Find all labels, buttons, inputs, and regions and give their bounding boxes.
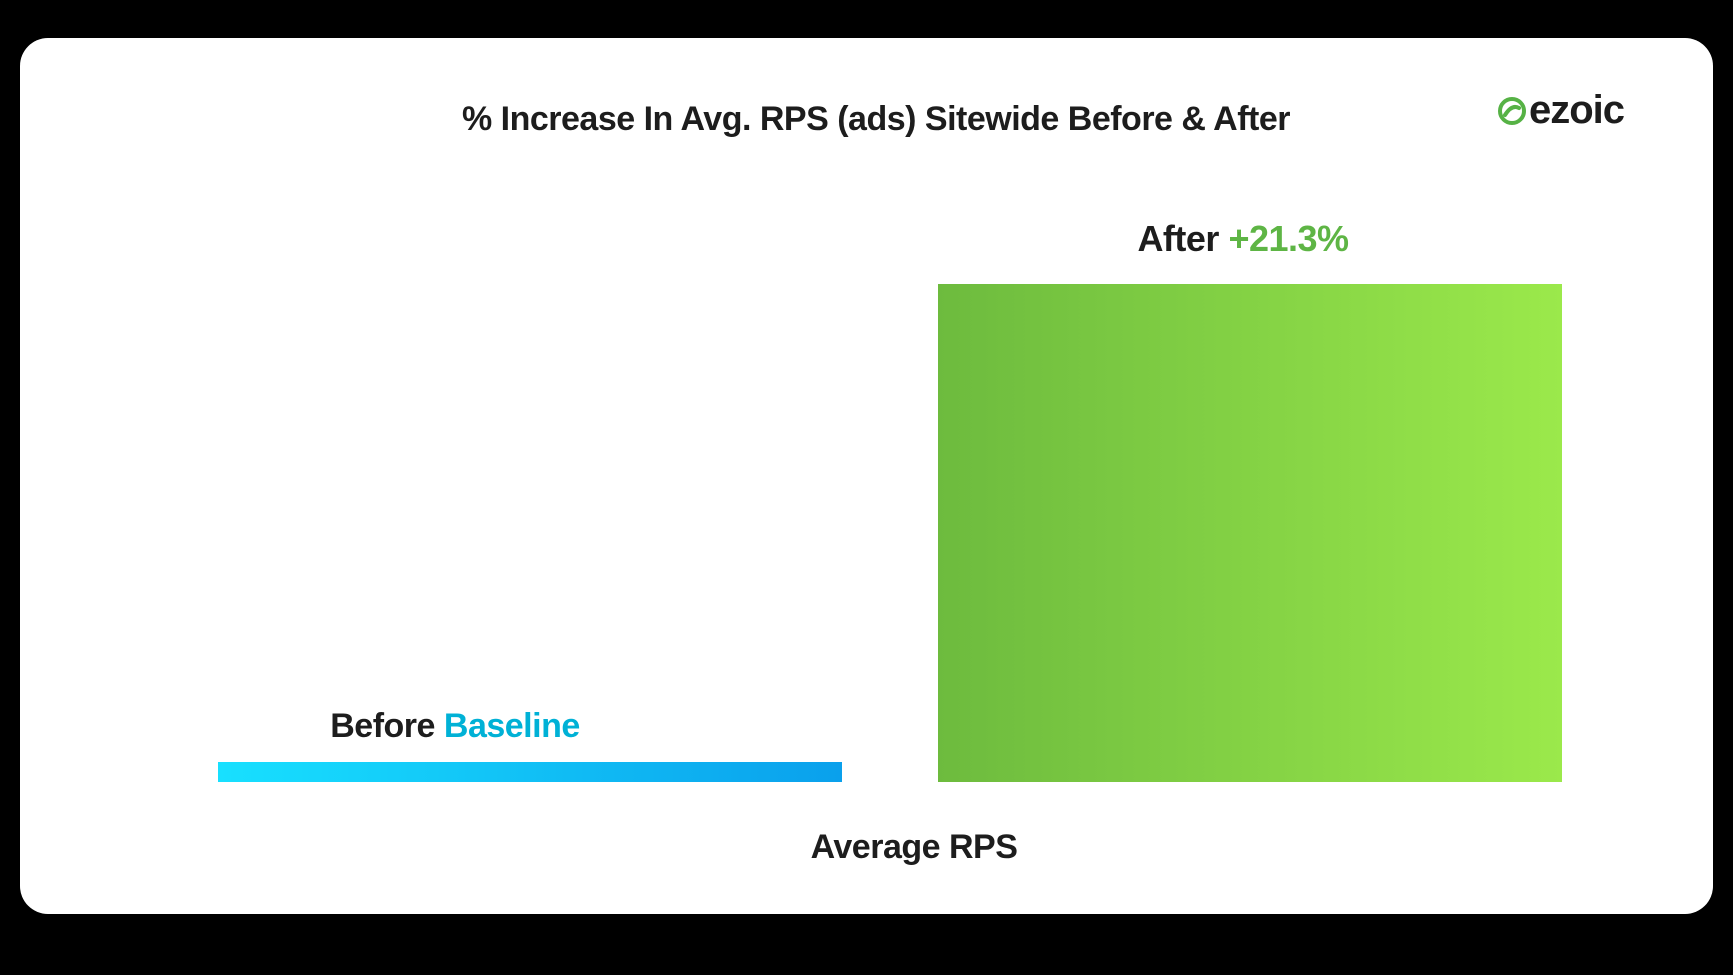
x-axis-label: Average RPS	[811, 828, 1018, 867]
bar-before-prefix: Before	[330, 707, 444, 745]
bar-after-value: +21.3%	[1228, 218, 1348, 259]
stage: % Increase In Avg. RPS (ads) Sitewide Be…	[0, 0, 1733, 975]
chart-title: % Increase In Avg. RPS (ads) Sitewide Be…	[462, 100, 1290, 139]
bar-before-label: Before Baseline	[330, 707, 580, 746]
logo-icon	[1497, 96, 1527, 126]
bar-before-value: Baseline	[444, 707, 580, 745]
brand-logo: ezoic	[1497, 88, 1624, 133]
bar-after-label: After +21.3%	[1137, 218, 1348, 260]
bar-after-prefix: After	[1137, 218, 1228, 259]
bar-before	[218, 762, 842, 782]
logo-text: ezoic	[1529, 88, 1624, 133]
bar-after	[938, 284, 1562, 782]
